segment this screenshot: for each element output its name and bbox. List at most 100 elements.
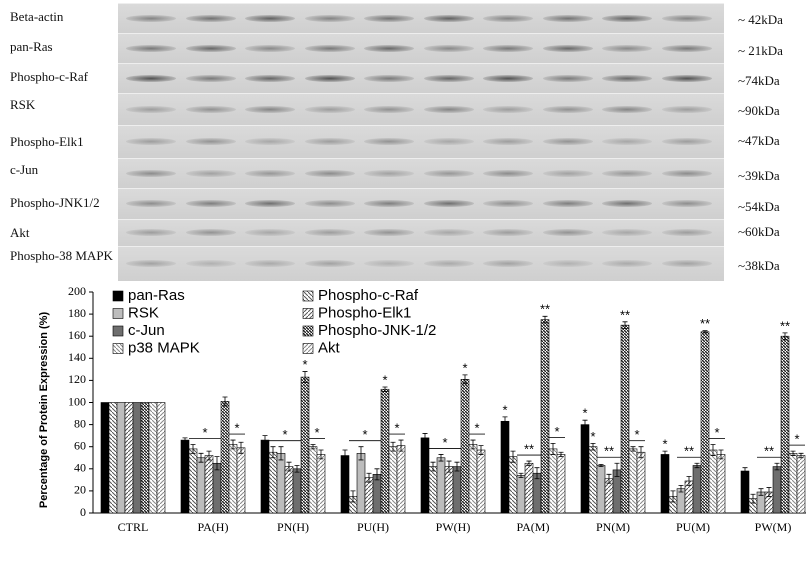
significance-label: ** bbox=[620, 307, 630, 322]
error-bar bbox=[278, 446, 284, 461]
band bbox=[661, 200, 712, 207]
bar bbox=[524, 462, 534, 514]
legend-label: RSK bbox=[128, 304, 159, 321]
error-bar bbox=[750, 493, 756, 504]
band bbox=[542, 229, 593, 236]
blot-label: Phospho-c-Raf bbox=[10, 69, 88, 84]
blot-label: Beta-actin bbox=[10, 9, 64, 24]
error-bar bbox=[366, 472, 372, 483]
band bbox=[661, 260, 712, 267]
bar bbox=[460, 378, 470, 514]
error-bar bbox=[382, 386, 388, 392]
band bbox=[483, 229, 533, 236]
bar bbox=[100, 402, 110, 514]
band bbox=[542, 14, 593, 22]
x-tick-label: PA(H) bbox=[198, 520, 229, 534]
error-bar bbox=[478, 445, 484, 455]
blot-strip bbox=[118, 93, 724, 125]
error-bar bbox=[502, 416, 508, 427]
bar bbox=[228, 444, 238, 514]
error-bar bbox=[238, 441, 244, 454]
legend-swatch bbox=[302, 325, 314, 337]
bar bbox=[548, 448, 558, 514]
error-bar bbox=[430, 461, 436, 472]
significance-label: * bbox=[282, 427, 287, 442]
error-bar bbox=[638, 446, 644, 459]
error-bar bbox=[318, 449, 324, 460]
bar bbox=[476, 449, 486, 514]
significance-label: ** bbox=[700, 316, 710, 331]
error-bar bbox=[622, 321, 628, 329]
band bbox=[245, 229, 295, 236]
bar bbox=[188, 448, 198, 514]
bar bbox=[636, 451, 646, 514]
band bbox=[245, 169, 295, 177]
legend-label: Phospho-c-Raf bbox=[318, 287, 419, 304]
error-bar bbox=[742, 467, 748, 475]
blot-size: ~74kDa bbox=[738, 73, 780, 88]
blot-size: ~60kDa bbox=[738, 224, 780, 239]
error-bar bbox=[606, 473, 612, 484]
error-bar bbox=[206, 450, 212, 461]
error-bar bbox=[526, 460, 532, 466]
error-bar bbox=[214, 456, 220, 471]
error-bar bbox=[542, 315, 548, 324]
error-bar bbox=[302, 371, 308, 384]
bar bbox=[124, 402, 134, 514]
error-bar bbox=[518, 472, 524, 479]
blot-label: Phospho-JNK1/2 bbox=[10, 195, 100, 210]
y-tick-label: 180 bbox=[68, 306, 86, 320]
error-bar bbox=[446, 460, 452, 473]
bar bbox=[220, 401, 230, 514]
error-bar bbox=[718, 449, 724, 460]
bar bbox=[292, 468, 302, 514]
bar bbox=[700, 331, 710, 514]
band bbox=[483, 138, 533, 145]
error-bar bbox=[286, 461, 292, 472]
error-bar bbox=[774, 462, 780, 471]
band bbox=[423, 105, 474, 113]
bar bbox=[276, 453, 286, 514]
bar bbox=[420, 437, 430, 514]
significance-label: ** bbox=[684, 444, 694, 459]
y-tick-label: 100 bbox=[68, 394, 86, 408]
blot-strip bbox=[118, 219, 724, 246]
significance-label: * bbox=[714, 425, 719, 440]
error-bar bbox=[422, 433, 428, 443]
bar bbox=[428, 466, 438, 514]
error-bar bbox=[758, 488, 764, 496]
y-tick-label: 140 bbox=[68, 350, 86, 364]
error-bar bbox=[350, 490, 356, 503]
band bbox=[602, 260, 652, 267]
band bbox=[602, 138, 652, 145]
significance-label: ** bbox=[524, 442, 534, 457]
band bbox=[364, 74, 414, 82]
significance-label: * bbox=[462, 360, 467, 375]
band bbox=[364, 14, 414, 22]
error-bar bbox=[438, 454, 444, 462]
band bbox=[185, 105, 236, 113]
bar bbox=[708, 449, 718, 514]
band bbox=[126, 260, 176, 267]
legend-label: p38 MAPK bbox=[128, 339, 200, 356]
bar bbox=[500, 420, 510, 514]
blot-strip bbox=[118, 188, 724, 219]
error-bar bbox=[222, 396, 228, 407]
significance-label: ** bbox=[764, 444, 774, 459]
blot-strip bbox=[118, 158, 724, 188]
error-bar bbox=[510, 450, 516, 463]
band bbox=[423, 44, 474, 52]
bar bbox=[692, 465, 702, 514]
bar bbox=[556, 454, 566, 514]
error-bar bbox=[310, 444, 316, 450]
significance-label: * bbox=[442, 435, 447, 450]
y-tick-label: 0 bbox=[80, 505, 86, 519]
band bbox=[602, 229, 652, 236]
band bbox=[483, 14, 533, 22]
blot-size: ~38kDa bbox=[738, 258, 780, 273]
y-tick-label: 80 bbox=[74, 416, 86, 430]
bar bbox=[660, 454, 670, 514]
error-bar bbox=[230, 439, 236, 450]
